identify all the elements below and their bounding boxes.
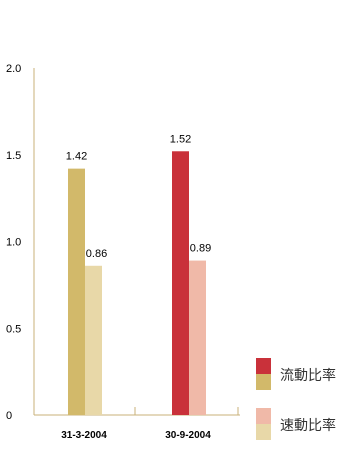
legend-swatch-top xyxy=(256,358,271,374)
bar xyxy=(85,265,102,415)
y-tick-label: 0.5 xyxy=(6,323,21,335)
data-label: 0.86 xyxy=(86,248,107,260)
y-axis-ticks: 0 0.5 1.0 1.5 2.0 xyxy=(6,63,21,422)
data-label: 1.42 xyxy=(66,151,87,163)
bar xyxy=(172,151,189,415)
bar xyxy=(68,168,85,415)
data-label: 0.89 xyxy=(190,243,211,255)
bar xyxy=(189,260,206,415)
y-tick-label: 2.0 xyxy=(6,63,21,75)
legend-label-quick-ratio: 速動比率 xyxy=(280,418,336,434)
legend-swatch-bottom xyxy=(256,374,271,390)
legend-item-quick-ratio: 速動比率 xyxy=(256,408,347,440)
bars xyxy=(68,151,206,415)
data-label: 1.52 xyxy=(170,133,191,145)
x-axis-ticks: 31-3-2004 30-9-2004 xyxy=(33,407,239,441)
x-tick-label: 31-3-2004 xyxy=(61,430,107,441)
y-tick-label: 1.5 xyxy=(6,150,21,162)
legend-swatch-bottom xyxy=(256,424,271,440)
legend-label-current-ratio: 流動比率 xyxy=(280,368,336,384)
y-tick-label: 1.0 xyxy=(6,237,21,249)
legend-swatch-top xyxy=(256,408,271,424)
y-tick-label: 0 xyxy=(6,410,12,422)
x-tick-label: 30-9-2004 xyxy=(165,430,211,441)
legend-item-current-ratio: 流動比率 xyxy=(256,358,347,390)
legend-swatch-quick-ratio xyxy=(256,408,271,440)
data-labels: 1.42 1.52 0.86 0.89 xyxy=(66,133,211,260)
legend-swatch-current-ratio xyxy=(256,358,271,390)
